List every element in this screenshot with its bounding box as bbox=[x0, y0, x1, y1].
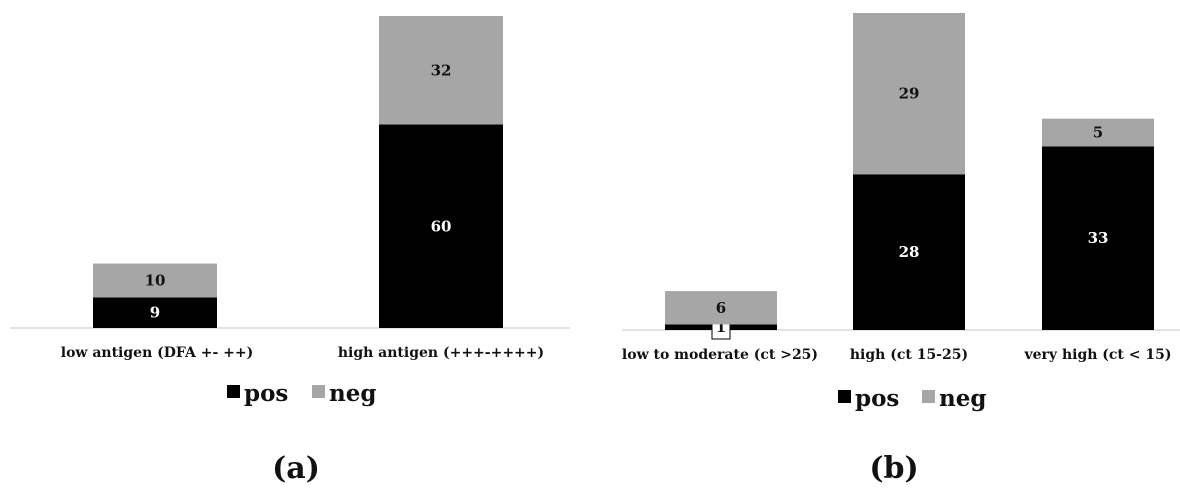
chart-a-bar-neg bbox=[93, 263, 217, 298]
chart-b-bar-pos bbox=[1042, 146, 1154, 330]
chart-b-legend-swatch-neg bbox=[922, 390, 935, 403]
chart-a-data-label-pos: 60 bbox=[431, 217, 452, 235]
chart-b-legend-swatch-pos bbox=[838, 390, 851, 403]
chart-b-category-label: low to moderate (ct >25) bbox=[622, 347, 818, 363]
chart-b-legend-label-neg: neg bbox=[939, 385, 986, 412]
panel-label-b: (b) bbox=[869, 451, 918, 486]
chart-b-legend-label-pos: pos bbox=[855, 385, 899, 412]
chart-b-category-label: high (ct 15-25) bbox=[850, 347, 968, 363]
chart-a-bar-neg bbox=[379, 16, 503, 125]
chart-a-category-label: low antigen (DFA +- ++) bbox=[61, 345, 254, 361]
chart-a-bar-pos bbox=[93, 297, 217, 328]
chart-a-legend: pos neg bbox=[227, 380, 376, 407]
chart-a: 9 10 60 32 low antigen (DFA +- ++) high ant… bbox=[10, 16, 570, 486]
chart-a-legend-swatch-neg bbox=[312, 385, 325, 398]
chart-b-data-label-neg: 6 bbox=[716, 299, 726, 317]
chart-b-bar-pos bbox=[853, 174, 965, 330]
chart-a-legend-swatch-pos bbox=[227, 385, 240, 398]
chart-a-legend-label-pos: pos bbox=[244, 380, 288, 407]
chart-b-category-label: very high (ct < 15) bbox=[1024, 347, 1172, 363]
chart-b-bar-neg bbox=[665, 291, 777, 325]
chart-a-category-label: high antigen (+++-++++) bbox=[338, 345, 544, 361]
chart-b-bar-neg bbox=[853, 13, 965, 175]
chart-b-bar-neg bbox=[1042, 118, 1154, 147]
chart-a-legend-label-neg: neg bbox=[329, 380, 376, 407]
chart-a-data-label-neg: 10 bbox=[145, 272, 166, 290]
chart-b-data-label-neg: 29 bbox=[899, 85, 920, 103]
chart-a-bar-pos bbox=[379, 124, 503, 329]
chart-a-data-label-pos: 9 bbox=[150, 304, 160, 322]
panel-label-a: (a) bbox=[272, 451, 320, 486]
chart-b-legend: pos neg bbox=[838, 385, 986, 412]
chart-a-data-label-neg: 32 bbox=[431, 61, 452, 79]
chart-b: 16 28 29 33 5 low to moderate (ct >25) high … bbox=[622, 13, 1180, 486]
chart-b-data-label-pos: 33 bbox=[1088, 229, 1109, 247]
chart-b-data-label-neg: 5 bbox=[1093, 124, 1103, 142]
chart-b-data-label-pos: 28 bbox=[899, 243, 920, 261]
chart-b-data-label-pos: 1 bbox=[716, 318, 726, 336]
